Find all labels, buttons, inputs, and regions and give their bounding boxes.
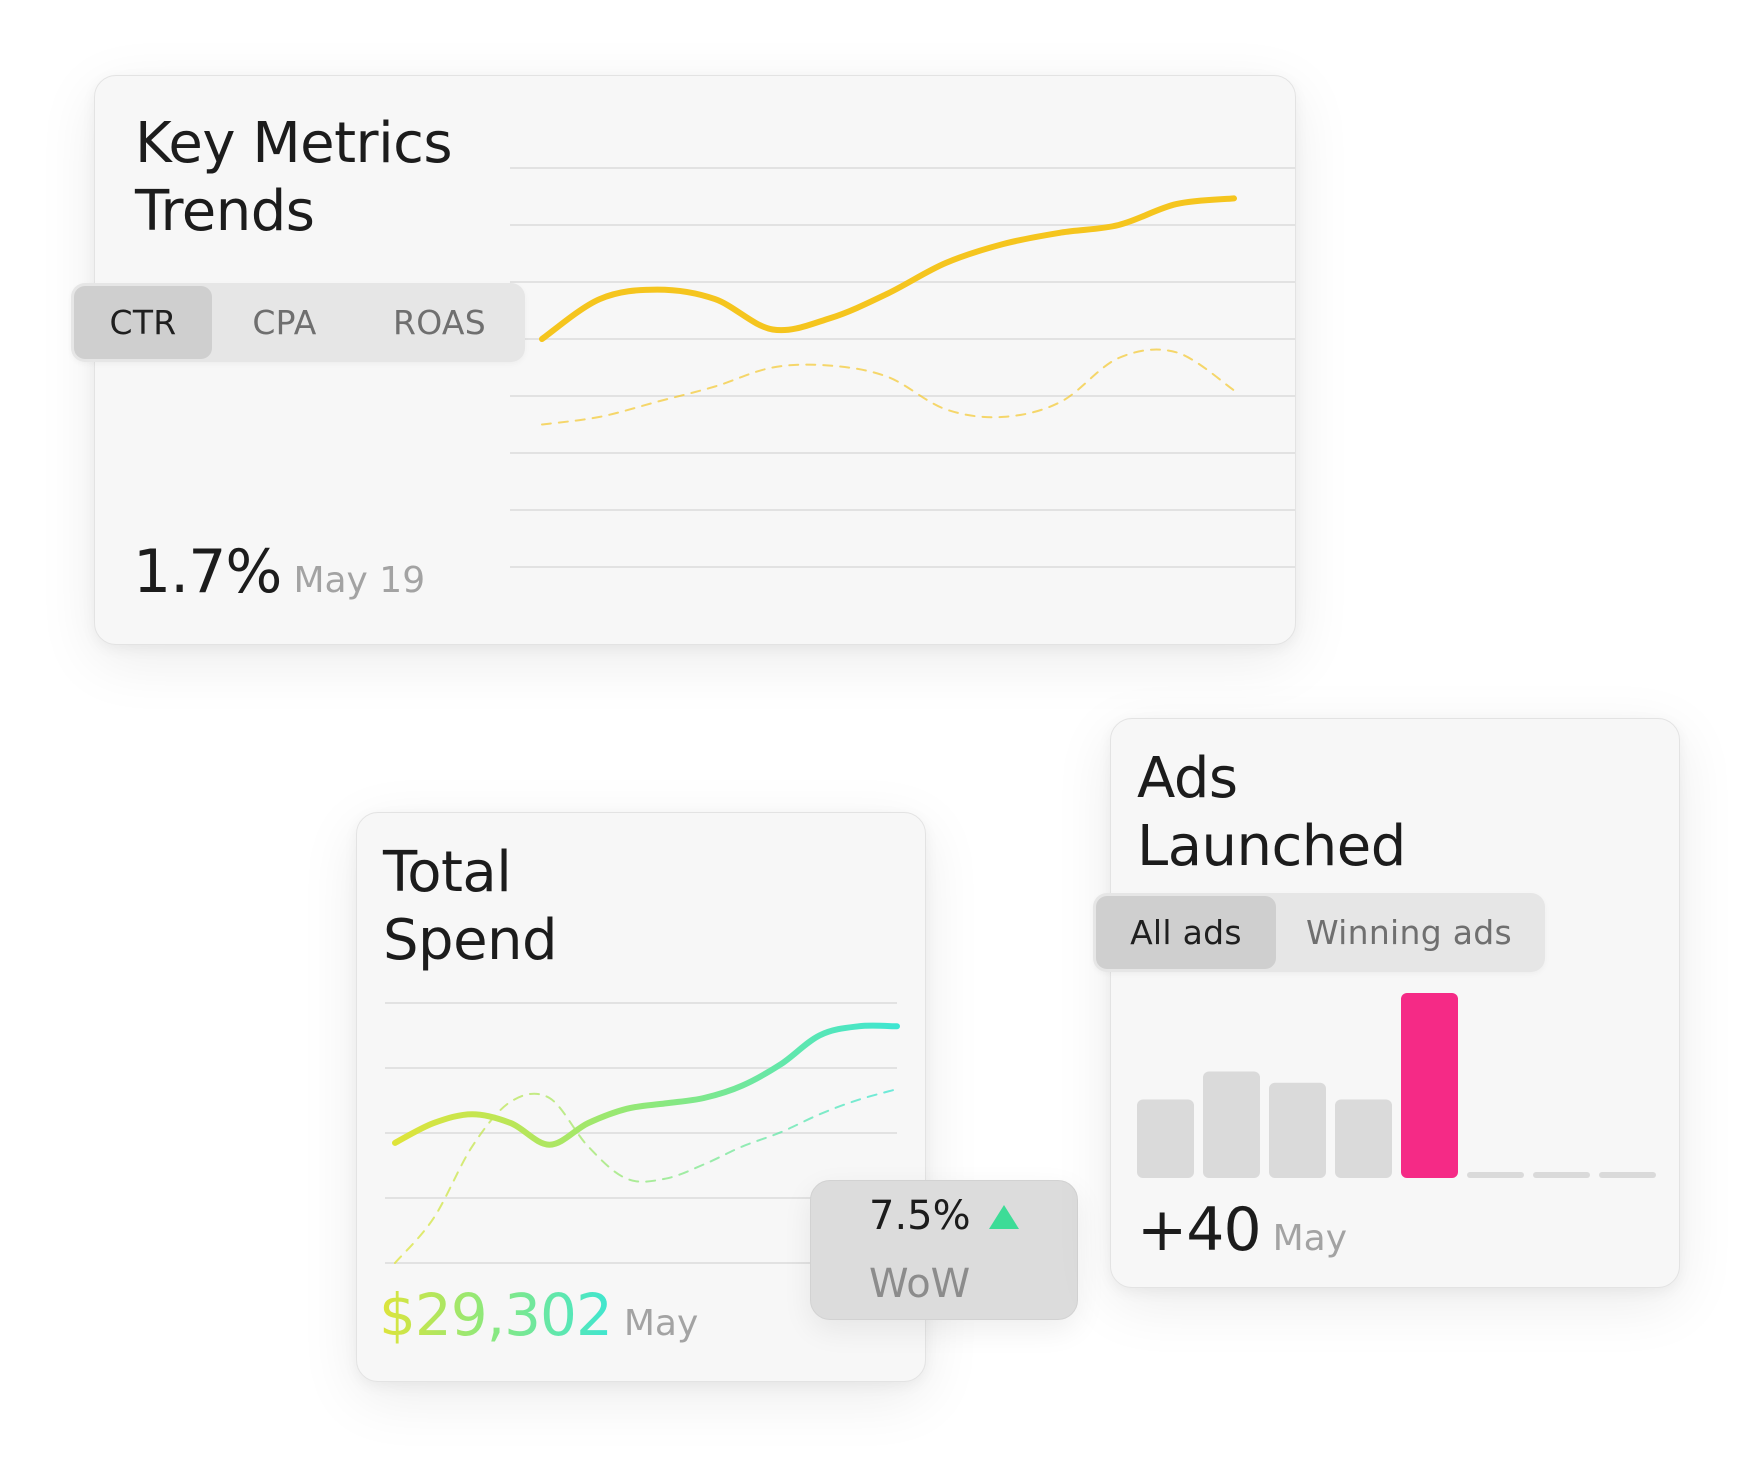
ads-launched-value: +40 [1137,1195,1261,1265]
comparison-line [542,350,1234,425]
bar-8 [1599,1172,1656,1178]
wow-change-label: WoW [869,1261,970,1307]
bar-7 [1533,1172,1590,1178]
key-metrics-value: 1.7% [133,537,281,607]
total-spend-value-row: $29,302 May [379,1281,698,1349]
ads-launched-value-row: +40 May [1137,1195,1347,1265]
wow-change-badge: 7.5% WoW [810,1180,1078,1320]
trend-up-icon [989,1205,1019,1229]
bar-6 [1467,1172,1524,1178]
wow-change-value: 7.5% [869,1193,971,1239]
tab-ctr[interactable]: CTR [74,286,212,359]
spend-trend-line [395,1026,897,1145]
ads-launched-period: May [1273,1218,1347,1259]
bar-1 [1137,1100,1194,1178]
key-metrics-date: May 19 [293,560,425,601]
tab-cpa[interactable]: CPA [212,286,357,359]
bar-highlight [1401,993,1458,1178]
ctr-trend-line [542,198,1234,339]
bar-4 [1335,1100,1392,1178]
key-metrics-card: Key Metrics Trends CTR CPA ROAS 1.7% May… [94,75,1296,645]
key-metrics-tab-group: CTR CPA ROAS [71,283,525,362]
bar-3 [1269,1083,1326,1178]
key-metrics-value-row: 1.7% May 19 [133,537,425,607]
tab-roas[interactable]: ROAS [357,286,522,359]
total-spend-value: $29,302 [379,1281,612,1349]
ads-launched-card: Ads Launched All ads Winning ads +40 May [1110,718,1680,1288]
total-spend-period: May [624,1303,698,1344]
bar-2 [1203,1071,1260,1178]
